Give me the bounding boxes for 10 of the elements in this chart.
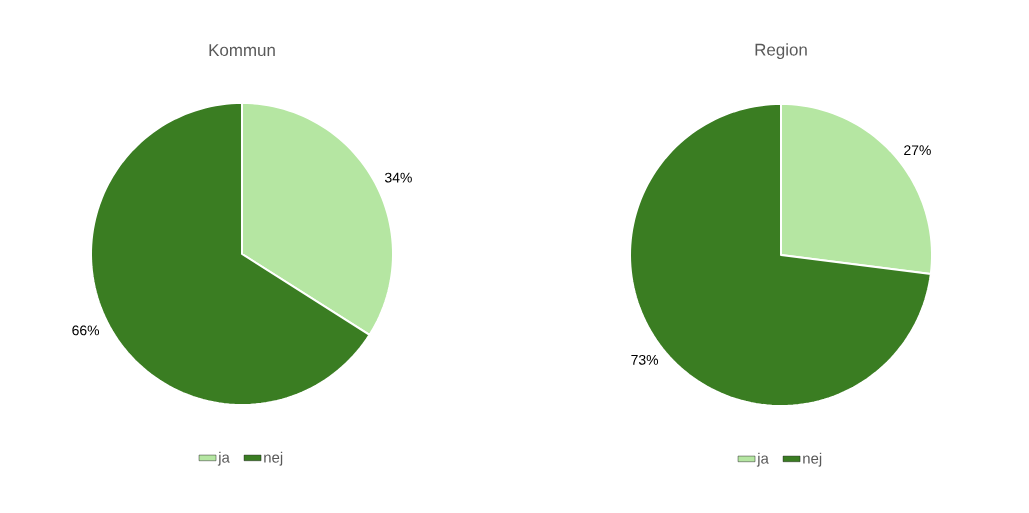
legend-label: ja — [756, 452, 769, 467]
legend-label: ja — [217, 451, 230, 466]
data-label: 73% — [631, 354, 659, 365]
legend-label: nej — [264, 451, 283, 466]
legend-label: nej — [803, 452, 822, 467]
data-label: 27% — [904, 145, 931, 156]
data-label: 66% — [72, 325, 100, 336]
chart-title: Region — [755, 43, 807, 60]
data-label: 34% — [384, 172, 412, 183]
chart-title: Kommun — [209, 44, 275, 57]
